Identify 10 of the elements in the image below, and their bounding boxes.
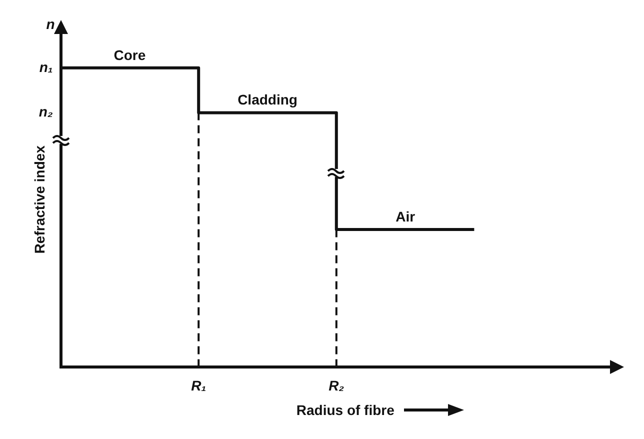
y-axis-title: Refractive index <box>31 145 48 254</box>
text: n <box>46 16 55 32</box>
x-tick-label: R₂ <box>328 377 344 394</box>
text: Core <box>114 46 146 63</box>
x-tick-label: R₁ <box>191 377 206 394</box>
text: n₂ <box>38 104 53 120</box>
annotation: Air <box>396 208 416 224</box>
text: n₁ <box>39 58 53 75</box>
x-axis-title: Radius of fibre <box>296 402 394 418</box>
annotation: Cladding <box>238 92 298 108</box>
